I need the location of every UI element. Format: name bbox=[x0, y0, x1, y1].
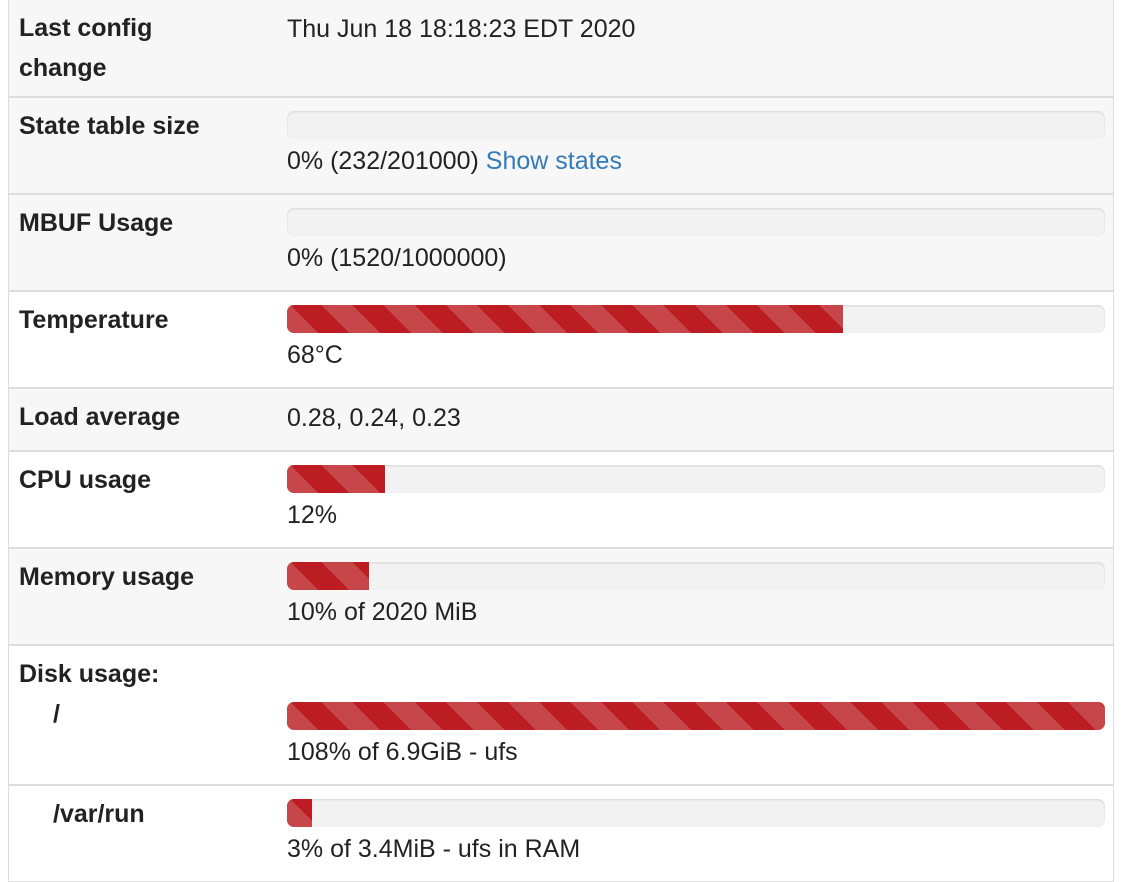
info-row: State table size 0% (232/201000) Show sta… bbox=[8, 96, 1114, 194]
row-label: Last config change bbox=[8, 0, 277, 97]
sub-label: /var/run bbox=[53, 800, 145, 828]
value-line: 0.28, 0.24, 0.23 bbox=[287, 398, 1105, 438]
value-text: Thu Jun 18 18:18:23 EDT 2020 bbox=[287, 15, 636, 43]
label-text: Load average bbox=[19, 403, 181, 431]
row-value: Thu Jun 18 18:18:23 EDT 2020 bbox=[277, 0, 1114, 97]
info-row: Last config change Thu Jun 18 18:18:23 ED… bbox=[8, 0, 1114, 97]
row-value: 0% (232/201000) Show states bbox=[277, 96, 1114, 194]
value-line: Thu Jun 18 18:18:23 EDT 2020 bbox=[287, 9, 1105, 49]
info-row: Temperature 68°C bbox=[8, 290, 1114, 388]
row-value: 0% (1520/1000000) bbox=[277, 193, 1114, 291]
row-label: CPU usage bbox=[8, 450, 277, 548]
label-text: Disk usage: bbox=[19, 660, 160, 688]
value-line: 0% (1520/1000000) bbox=[287, 238, 1105, 278]
progress-bar bbox=[287, 799, 312, 827]
value-line: 0% (232/201000) Show states bbox=[287, 141, 1105, 181]
label-text: Memory usage bbox=[19, 563, 195, 591]
row-label: Disk usage: / bbox=[8, 644, 277, 785]
value-text: 68°C bbox=[287, 341, 343, 369]
value-text: 0% (1520/1000000) bbox=[287, 244, 507, 272]
value-text: 12% bbox=[287, 501, 338, 529]
value-line: 68°C bbox=[287, 335, 1105, 375]
row-label: Temperature bbox=[8, 290, 277, 388]
progress-bar bbox=[287, 562, 369, 590]
value-line: 10% of 2020 MiB bbox=[287, 592, 1105, 632]
system-info-table: Last config change Thu Jun 18 18:18:23 ED… bbox=[8, 0, 1114, 882]
info-row: Memory usage 10% of 2020 MiB bbox=[8, 547, 1114, 645]
value-text: 0% (232/201000) bbox=[287, 147, 479, 175]
label-text: Temperature bbox=[19, 306, 169, 334]
row-label: Memory usage bbox=[8, 547, 277, 645]
progress-track bbox=[287, 208, 1105, 236]
value-text: 10% of 2020 MiB bbox=[287, 598, 478, 626]
info-row: /var/run 3% of 3.4MiB - ufs in RAM bbox=[8, 784, 1114, 882]
label-text: Last config change bbox=[19, 14, 153, 82]
label-text: State table size bbox=[19, 112, 200, 140]
progress-bar bbox=[287, 305, 844, 333]
value-line: 12% bbox=[287, 495, 1105, 535]
progress-track bbox=[287, 305, 1105, 333]
value-text: 3% of 3.4MiB - ufs in RAM bbox=[287, 835, 581, 863]
row-label: Load average bbox=[8, 387, 277, 451]
row-label: MBUF Usage bbox=[8, 193, 277, 291]
row-value: 68°C bbox=[277, 290, 1114, 388]
info-row: Disk usage: / 108% of 6.9GiB - ufs bbox=[8, 644, 1114, 785]
progress-track bbox=[287, 465, 1105, 493]
value-text: 108% of 6.9GiB - ufs bbox=[287, 738, 518, 766]
label-text: CPU usage bbox=[19, 466, 151, 494]
info-row: Load average 0.28, 0.24, 0.23 bbox=[8, 387, 1114, 451]
progress-track bbox=[287, 799, 1105, 827]
value-text: 0.28, 0.24, 0.23 bbox=[287, 404, 461, 432]
row-label: /var/run bbox=[8, 784, 277, 882]
value-line: 108% of 6.9GiB - ufs bbox=[287, 732, 1105, 772]
row-value: 12% bbox=[277, 450, 1114, 548]
progress-track bbox=[287, 702, 1105, 730]
row-value: 3% of 3.4MiB - ufs in RAM bbox=[277, 784, 1114, 882]
progress-track bbox=[287, 111, 1105, 139]
label-text: MBUF Usage bbox=[19, 209, 174, 237]
row-value: 0.28, 0.24, 0.23 bbox=[277, 387, 1114, 451]
row-label: State table size bbox=[8, 96, 277, 194]
sub-label: / bbox=[53, 700, 60, 728]
show-states-link[interactable]: Show states bbox=[485, 147, 622, 175]
info-row: MBUF Usage 0% (1520/1000000) bbox=[8, 193, 1114, 291]
info-row: CPU usage 12% bbox=[8, 450, 1114, 548]
value-line: 3% of 3.4MiB - ufs in RAM bbox=[287, 829, 1105, 869]
progress-bar bbox=[287, 465, 386, 493]
progress-track bbox=[287, 562, 1105, 590]
row-value: 10% of 2020 MiB bbox=[277, 547, 1114, 645]
row-value: 108% of 6.9GiB - ufs bbox=[277, 644, 1114, 785]
progress-bar bbox=[287, 702, 1105, 730]
